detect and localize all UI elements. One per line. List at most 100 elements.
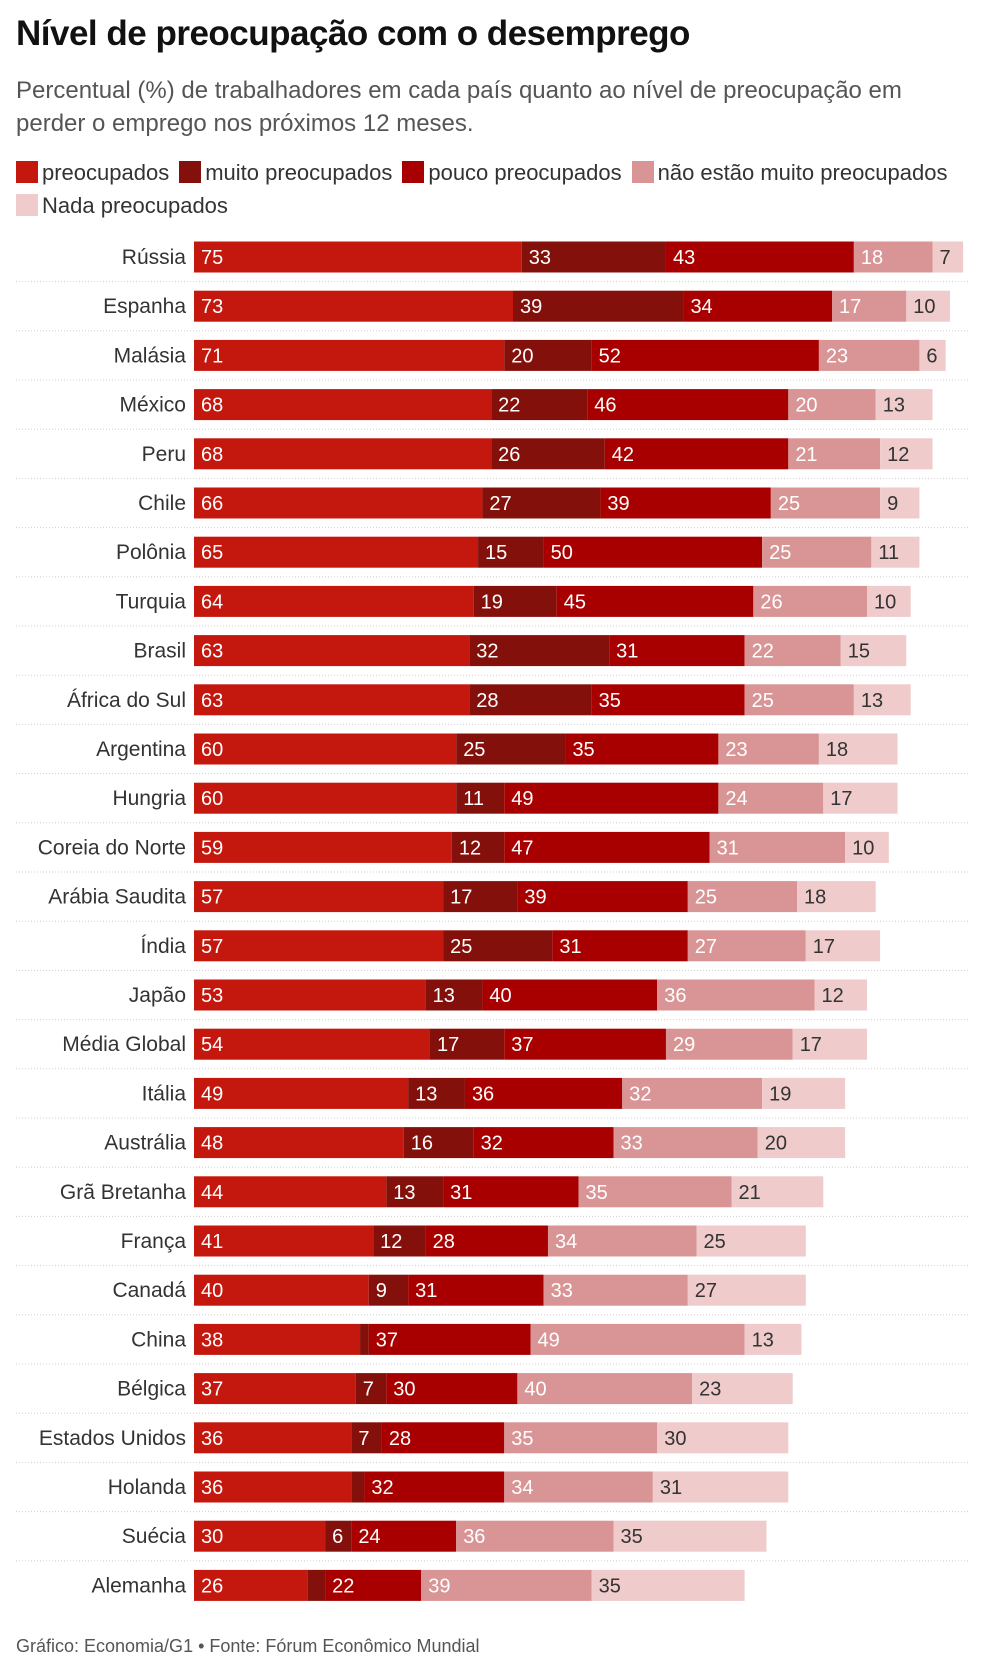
bar-segment: [194, 1520, 326, 1552]
bar-segment: [194, 1127, 404, 1159]
bar-segment: [805, 930, 881, 962]
data-label: 32: [629, 1083, 651, 1105]
data-label: 31: [660, 1477, 682, 1499]
bar-segment: [351, 1520, 457, 1552]
bar-segment: [744, 684, 854, 716]
bar-segment: [194, 389, 492, 421]
bar-segment: [565, 733, 719, 765]
bar-segment: [866, 585, 911, 617]
legend-swatch: [16, 194, 38, 216]
bar-segment: [840, 635, 907, 667]
data-label: 13: [415, 1083, 437, 1105]
data-label: 18: [804, 887, 826, 909]
legend-item: pouco preocupados: [402, 156, 622, 189]
data-label: 54: [201, 1034, 223, 1056]
data-label: 13: [393, 1182, 415, 1204]
bar-segment: [194, 1323, 361, 1355]
bar-segment: [504, 1471, 653, 1503]
data-label: 33: [529, 247, 551, 269]
legend-item: não estão muito preocupados: [631, 156, 948, 189]
bar-segment: [482, 487, 601, 519]
data-label: 16: [411, 1133, 433, 1155]
data-label: 28: [389, 1428, 411, 1450]
category-label: França: [121, 1230, 187, 1253]
bar-segment: [491, 389, 588, 421]
bar-segment: [591, 684, 745, 716]
bar-segment: [355, 1373, 387, 1405]
bar-segment: [770, 487, 881, 519]
bar-segment: [687, 930, 806, 962]
data-label: 39: [520, 296, 542, 318]
bar-segment: [194, 635, 470, 667]
bar-segment: [491, 438, 605, 470]
data-label: 17: [830, 788, 852, 810]
data-label: 13: [752, 1329, 774, 1351]
data-label: 31: [450, 1182, 472, 1204]
bar-segment: [687, 881, 798, 913]
data-label: 30: [393, 1379, 415, 1401]
bar-segment: [504, 1028, 666, 1060]
data-label: 26: [760, 591, 782, 613]
data-label: 13: [433, 985, 455, 1007]
bar-segment: [443, 1176, 579, 1208]
bar-segment: [788, 389, 876, 421]
bar-segment: [744, 635, 841, 667]
data-label: 31: [415, 1280, 437, 1302]
data-label: 25: [450, 936, 472, 958]
bar-segment: [919, 339, 946, 371]
bar-segment: [194, 290, 514, 322]
data-label: 39: [428, 1575, 450, 1597]
data-label: 37: [376, 1329, 398, 1351]
bar-segment: [504, 831, 710, 863]
category-label: Espanha: [103, 295, 186, 318]
bar-segment: [364, 1471, 505, 1503]
bar-segment: [325, 1520, 352, 1552]
data-label: 25: [695, 887, 717, 909]
bar-segment: [194, 339, 505, 371]
data-label: 12: [459, 837, 481, 859]
data-label: 11: [878, 542, 899, 564]
bar-segment: [757, 1127, 846, 1159]
data-label: 48: [201, 1133, 223, 1155]
data-label: 21: [739, 1182, 761, 1204]
bar-segment: [709, 831, 846, 863]
legend-label: não estão muito preocupados: [657, 160, 948, 185]
bar-segment: [504, 1422, 658, 1454]
data-label: 35: [572, 739, 594, 761]
bar-segment: [731, 1176, 824, 1208]
legend-swatch: [16, 161, 38, 183]
data-label: 23: [826, 345, 848, 367]
category-label: China: [131, 1328, 186, 1351]
bar-segment: [386, 1176, 444, 1208]
bar-segment: [788, 438, 881, 470]
bar-segment: [665, 1028, 793, 1060]
bar-segment: [604, 438, 789, 470]
data-label: 23: [699, 1379, 721, 1401]
bar-segment: [451, 831, 505, 863]
data-label: 25: [778, 493, 800, 515]
data-label: 7: [363, 1379, 374, 1401]
category-label: Alemanha: [91, 1574, 186, 1597]
data-label: 49: [201, 1083, 223, 1105]
bar-segment: [425, 979, 483, 1011]
data-label: 53: [201, 985, 223, 1007]
data-label: 44: [201, 1182, 223, 1204]
data-label: 31: [559, 936, 581, 958]
data-label: 33: [621, 1133, 643, 1155]
legend-swatch: [631, 161, 654, 183]
data-label: 35: [511, 1428, 533, 1450]
category-label: Rússia: [122, 246, 187, 269]
category-label: Coreia do Norte: [38, 836, 186, 859]
data-label: 33: [551, 1280, 573, 1302]
bar-segment: [194, 684, 470, 716]
bar-segment: [657, 1422, 789, 1454]
category-label: Argentina: [96, 738, 186, 761]
bar-segment: [456, 1520, 614, 1552]
category-label: Média Global: [62, 1033, 186, 1056]
data-label: 13: [861, 690, 883, 712]
bar-segment: [386, 1373, 518, 1405]
data-label: 36: [472, 1083, 494, 1105]
bar-segment: [464, 1077, 623, 1109]
data-label: 25: [769, 542, 791, 564]
